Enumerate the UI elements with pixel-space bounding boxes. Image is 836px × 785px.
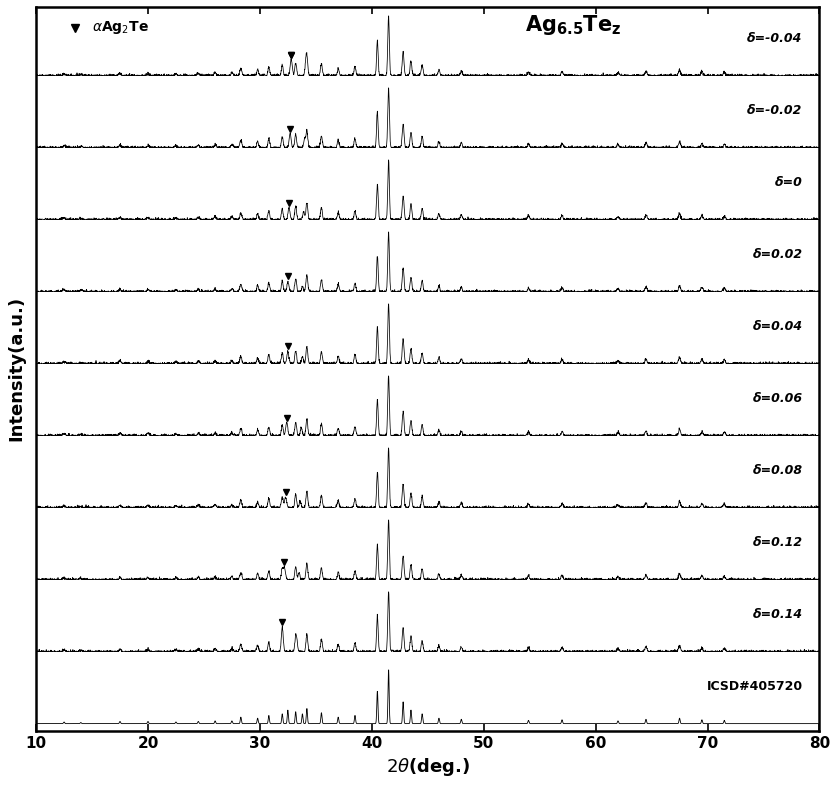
Text: $\alpha$Ag$_2$Te: $\alpha$Ag$_2$Te xyxy=(92,20,149,36)
Text: $\mathbf{Ag_{6.5}Te_z}$: $\mathbf{Ag_{6.5}Te_z}$ xyxy=(524,13,620,37)
Text: δ=0.14: δ=0.14 xyxy=(752,608,802,621)
Text: δ=0.04: δ=0.04 xyxy=(752,320,802,333)
X-axis label: $2\theta$(deg.): $2\theta$(deg.) xyxy=(385,756,469,778)
Text: δ=0.08: δ=0.08 xyxy=(752,464,802,477)
Text: δ=0: δ=0 xyxy=(774,176,802,189)
Text: δ=0.06: δ=0.06 xyxy=(752,392,802,405)
Text: ICSD#405720: ICSD#405720 xyxy=(706,680,802,693)
Text: δ=-0.04: δ=-0.04 xyxy=(747,32,802,45)
Text: δ=0.12: δ=0.12 xyxy=(752,536,802,549)
Y-axis label: Intensity(a.u.): Intensity(a.u.) xyxy=(7,296,25,441)
Text: δ=0.02: δ=0.02 xyxy=(752,248,802,261)
Text: δ=-0.02: δ=-0.02 xyxy=(747,104,802,117)
